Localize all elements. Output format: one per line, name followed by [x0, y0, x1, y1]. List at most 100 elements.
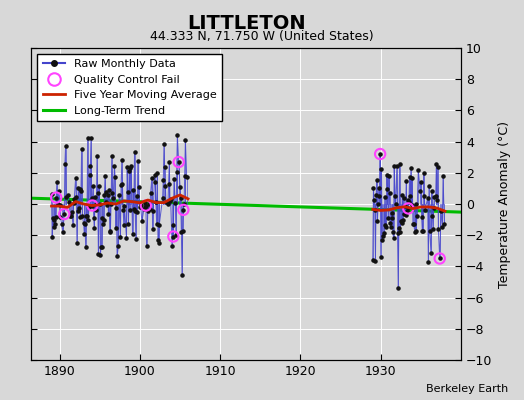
Point [141, 200, 149, 206]
Point [440, 221, 449, 227]
Point [117, 157, 126, 164]
Point [372, 258, 380, 265]
Point [69, 222, 77, 228]
Point [83, 213, 91, 219]
Point [97, 244, 106, 251]
Point [76, 214, 84, 220]
Point [63, 192, 72, 198]
Point [61, 161, 69, 167]
Point [53, 179, 61, 186]
Point [432, 161, 441, 167]
Point [134, 184, 143, 190]
Point [419, 170, 428, 176]
Point [53, 201, 62, 208]
Point [92, 201, 101, 207]
Point [384, 214, 392, 221]
Point [164, 200, 172, 207]
Point [114, 243, 123, 249]
Point [155, 240, 163, 246]
Point [118, 181, 127, 187]
Point [54, 188, 63, 194]
Point [381, 222, 390, 228]
Point [407, 165, 415, 172]
Point [174, 159, 183, 165]
Point [174, 159, 183, 165]
Point [72, 194, 81, 201]
Point [399, 217, 407, 224]
Point [82, 213, 91, 220]
Point [52, 194, 60, 201]
Point [56, 214, 64, 220]
Point [119, 222, 128, 228]
Point [78, 213, 86, 219]
Point [119, 206, 127, 213]
Point [100, 191, 108, 198]
Point [107, 152, 116, 159]
Point [385, 190, 394, 196]
Point [389, 229, 397, 235]
Point [115, 192, 123, 198]
Point [94, 251, 103, 257]
Point [373, 176, 381, 183]
Point [143, 242, 151, 249]
Point [93, 189, 102, 196]
Point [178, 272, 186, 278]
Point [404, 205, 412, 212]
Point [150, 172, 159, 178]
Point [104, 211, 113, 217]
Point [48, 233, 57, 240]
Point [409, 220, 417, 227]
Point [419, 228, 427, 234]
Point [408, 175, 417, 181]
Point [179, 228, 187, 234]
Point [402, 178, 410, 184]
Point [141, 202, 150, 209]
Point [380, 230, 388, 236]
Text: Berkeley Earth: Berkeley Earth [426, 384, 508, 394]
Point [387, 223, 395, 230]
Point [62, 194, 70, 200]
Point [95, 183, 103, 189]
Point [437, 207, 445, 214]
Point [407, 202, 416, 209]
Point [87, 134, 95, 141]
Point [155, 222, 163, 228]
Point [161, 183, 169, 189]
Point [370, 197, 378, 204]
Point [117, 182, 125, 188]
Point [152, 220, 161, 227]
Point [397, 220, 406, 226]
Point [394, 230, 402, 236]
Point [75, 186, 84, 192]
Point [100, 217, 108, 224]
Point [90, 215, 98, 222]
Point [382, 224, 390, 230]
Point [430, 194, 439, 200]
Point [406, 174, 414, 181]
Point [390, 162, 398, 169]
Point [395, 224, 403, 231]
Point [403, 197, 412, 203]
Point [102, 188, 110, 195]
Text: 44.333 N, 71.750 W (United States): 44.333 N, 71.750 W (United States) [150, 30, 374, 43]
Point [395, 161, 403, 167]
Point [106, 228, 115, 234]
Point [434, 226, 443, 232]
Point [47, 191, 56, 198]
Point [396, 228, 405, 235]
Point [439, 173, 447, 179]
Legend: Raw Monthly Data, Quality Control Fail, Five Year Moving Average, Long-Term Tren: Raw Monthly Data, Quality Control Fail, … [37, 54, 222, 121]
Point [369, 184, 378, 191]
Point [429, 226, 437, 232]
Point [421, 207, 429, 213]
Point [409, 221, 418, 228]
Point [133, 192, 141, 199]
Point [425, 228, 434, 234]
Point [85, 204, 93, 210]
Point [75, 205, 83, 211]
Point [50, 216, 58, 223]
Point [56, 202, 64, 208]
Point [406, 193, 414, 199]
Point [98, 214, 106, 221]
Point [397, 218, 405, 224]
